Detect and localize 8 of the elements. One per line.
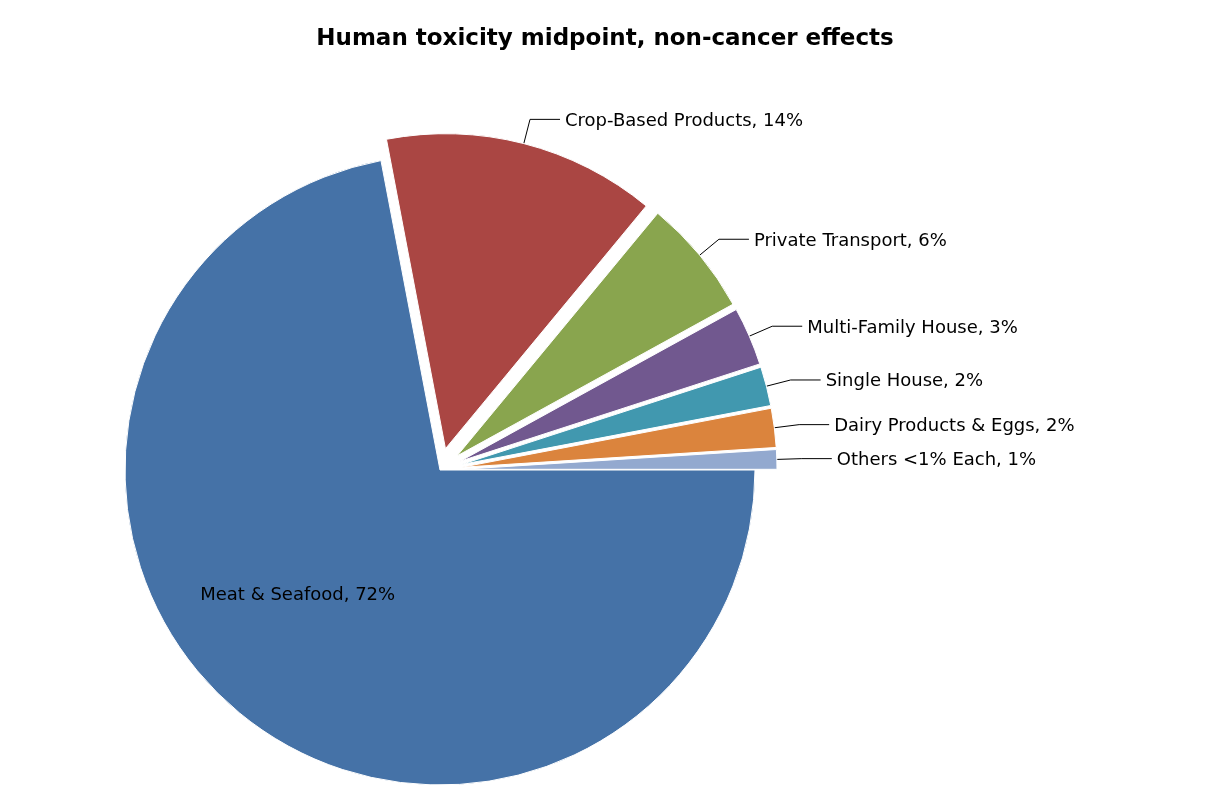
slice-label: Others <1% Each, 1% <box>836 448 1037 470</box>
slice-label: Private Transport, 6% <box>753 228 947 250</box>
slice-label: Meat & Seafood, 72% <box>200 583 396 605</box>
slice-label: Single House, 2% <box>825 369 984 391</box>
chart-title: Human toxicity midpoint, non-cancer effects <box>316 23 894 50</box>
slice-label: Crop-Based Products, 14% <box>565 108 804 130</box>
slice-label: Multi-Family House, 3% <box>807 315 1018 337</box>
slice-label: Dairy Products & Eggs, 2% <box>834 414 1075 436</box>
